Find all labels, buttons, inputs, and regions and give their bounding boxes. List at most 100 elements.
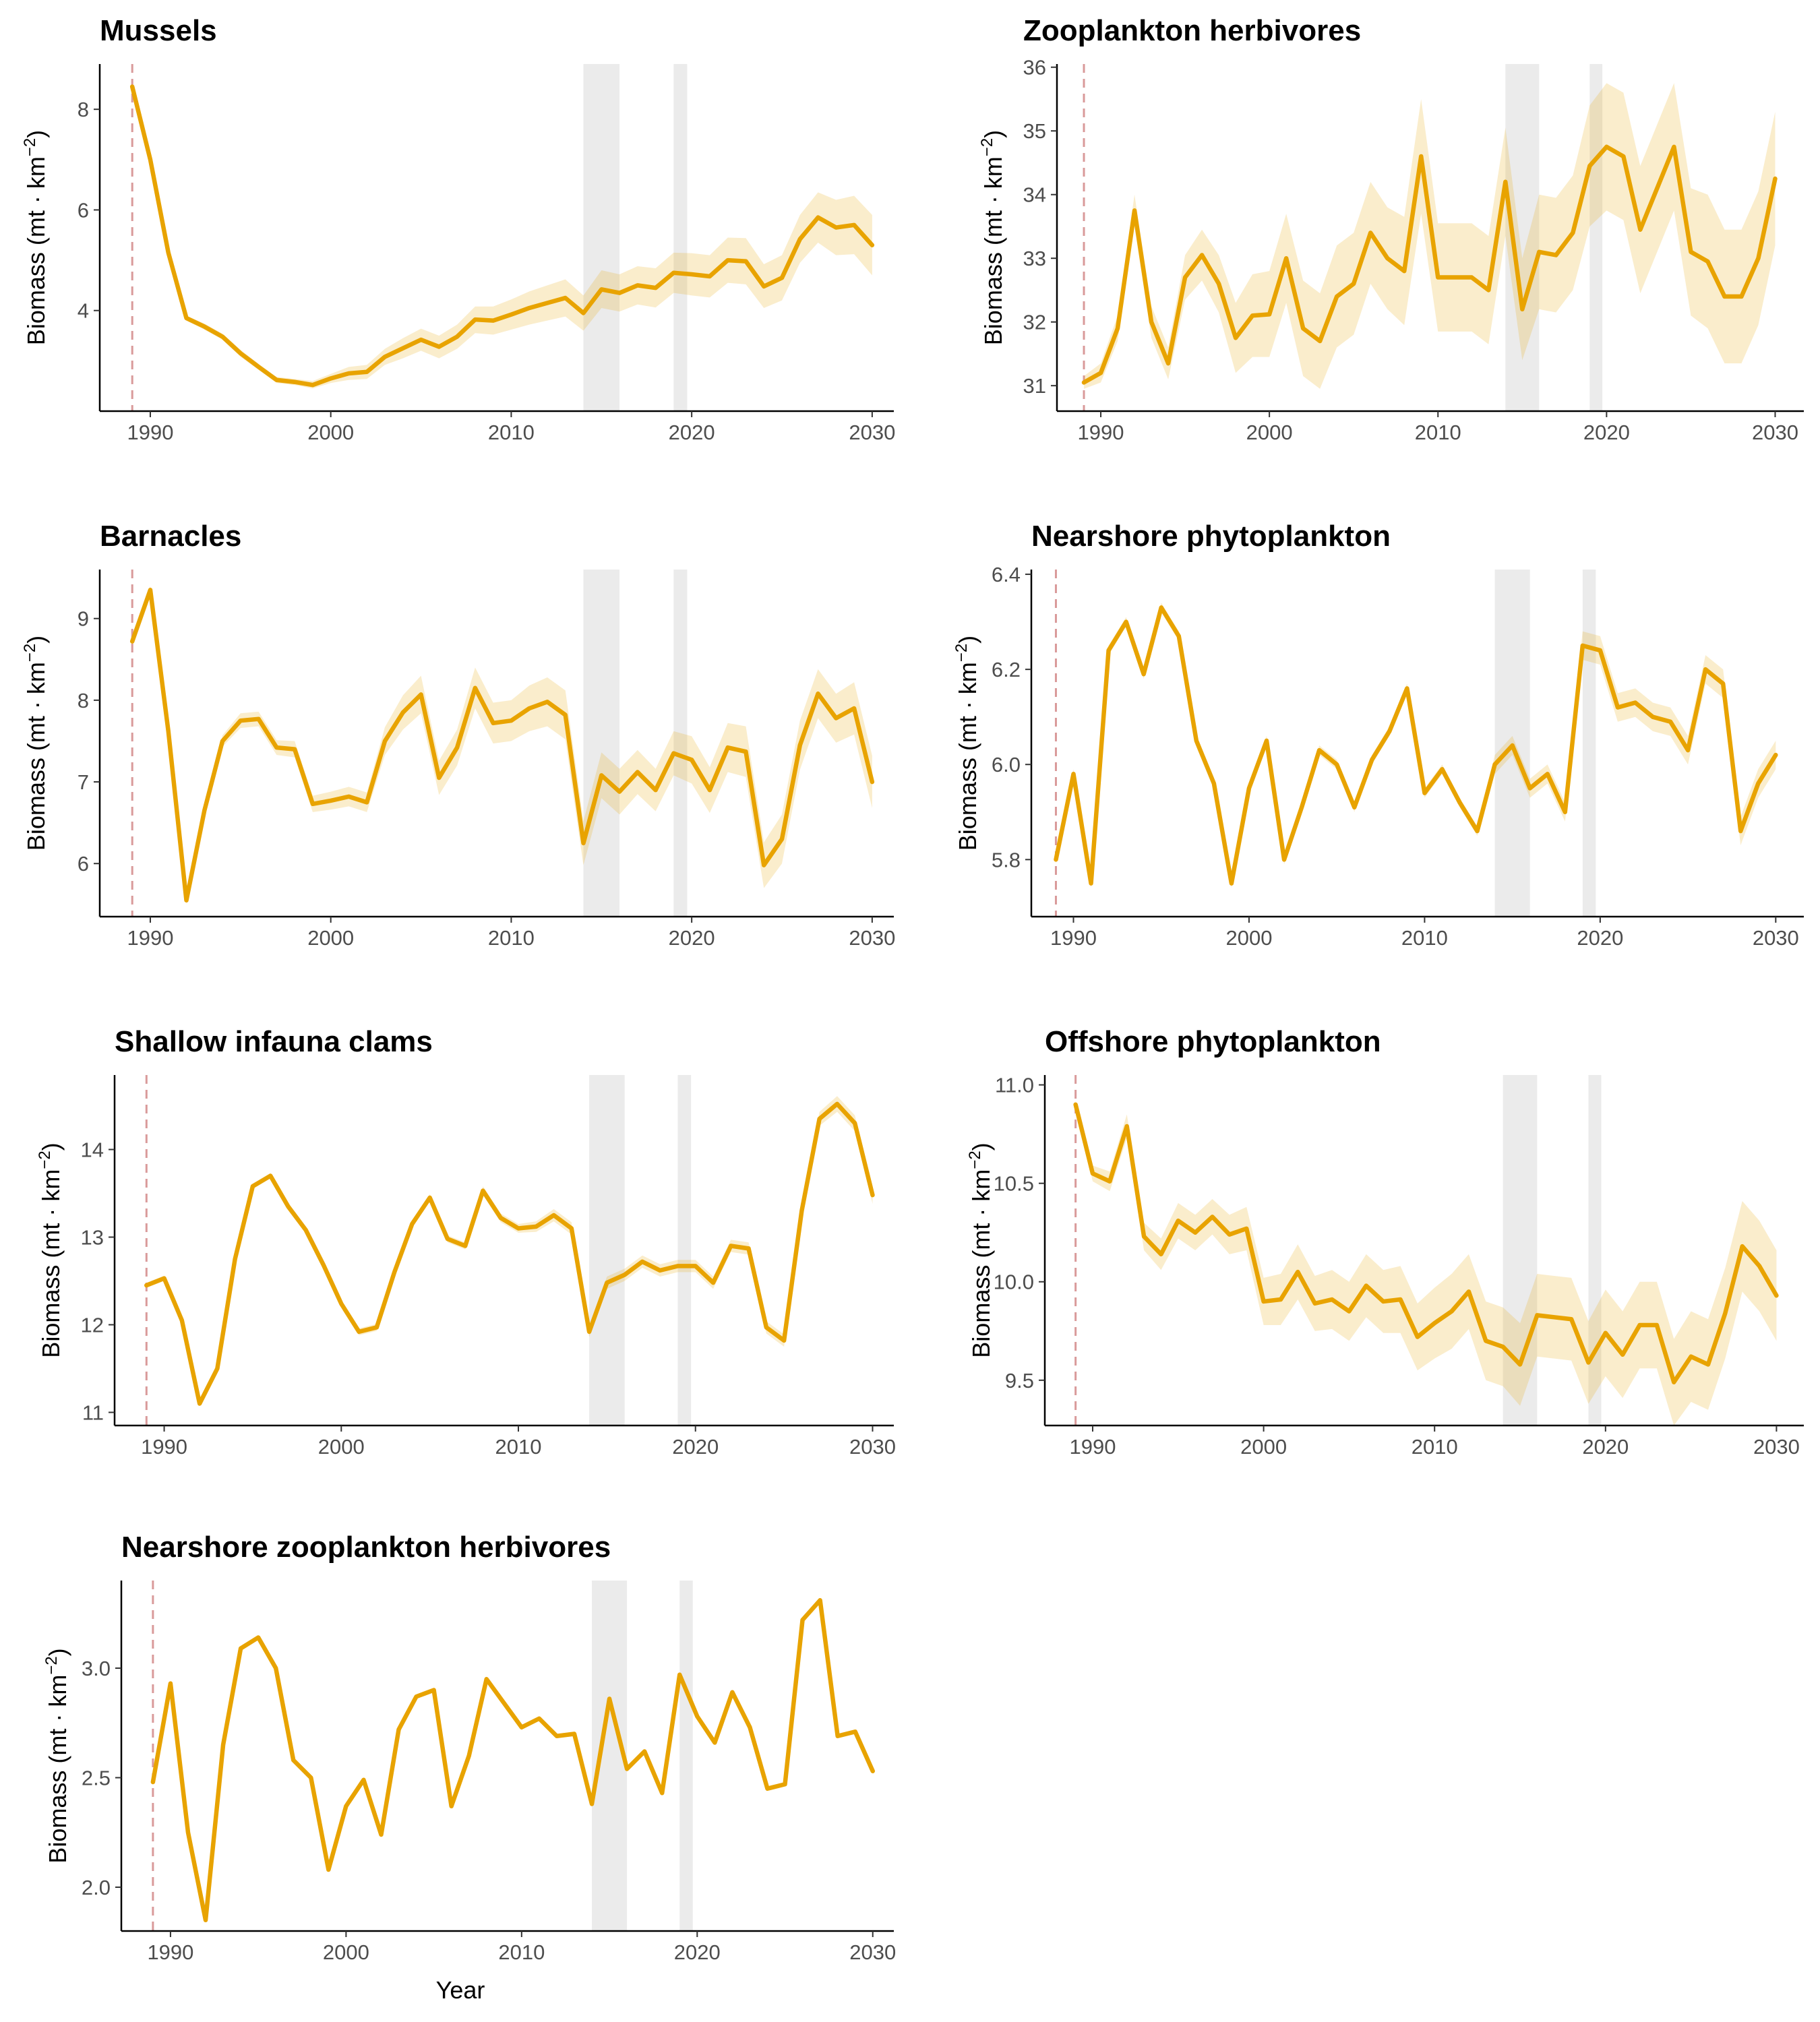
y-tick-label: 3.0 <box>82 1657 111 1680</box>
y-tick-label: 12 <box>81 1314 104 1337</box>
y-tick-label: 7 <box>78 770 89 794</box>
panel-title: Offshore phytoplankton <box>1045 1025 1381 1058</box>
x-tick-label: 2030 <box>849 1940 896 1964</box>
panel-title: Shallow infauna clams <box>115 1025 433 1058</box>
y-tick-label: 6.0 <box>992 753 1021 776</box>
series-line <box>1081 144 1778 385</box>
y-axis-title-close: ) <box>979 130 1007 138</box>
y-axis-title-exponent: −2 <box>21 644 39 662</box>
x-tick-label: 2010 <box>495 1435 542 1459</box>
x-tick-label: 2020 <box>672 1435 719 1459</box>
y-tick-label: 9.5 <box>1005 1369 1034 1392</box>
x-tick-label: 1990 <box>127 421 173 444</box>
x-tick-label: 2030 <box>1753 1435 1800 1459</box>
shaded-period-2 <box>1588 1075 1602 1426</box>
x-tick-label: 2020 <box>1582 1435 1629 1459</box>
shaded-period-2 <box>1582 570 1596 917</box>
y-axis-title-main: Biomass (mt · km <box>954 662 981 851</box>
series-line <box>144 1101 875 1406</box>
x-tick-label: 1990 <box>1050 926 1097 950</box>
panel-7: 1990 2000 2010 2020 2030 2.0 2.5 3.0 Nearshore z… <box>42 1531 896 2004</box>
x-tick-label: 2020 <box>669 926 715 950</box>
x-tick-label: 2030 <box>849 1435 896 1459</box>
y-axis-title: Biomass (mt · km−2) <box>966 1142 995 1357</box>
y-axis-title-main: Biomass (mt · km <box>22 156 50 345</box>
panel-title: Nearshore zooplankton herbivores <box>121 1531 611 1564</box>
x-tick-label: 2000 <box>1240 1435 1287 1459</box>
x-tick-label: 2000 <box>323 1940 369 1964</box>
y-tick-label: 10.5 <box>994 1172 1034 1196</box>
x-tick-label: 2020 <box>669 421 715 444</box>
panel-3: 1990 2000 2010 2020 2030 6 7 8 9 Barnacles Biomass… <box>21 520 895 950</box>
x-tick-label: 2010 <box>1401 926 1448 950</box>
y-axis-title-main: Biomass (mt · km <box>979 156 1007 345</box>
y-axis-title-main: Biomass (mt · km <box>22 662 50 851</box>
y-axis-title: Biomass (mt · km−2) <box>21 130 50 345</box>
x-tick-label: 2020 <box>1577 926 1623 950</box>
confidence-band <box>146 1096 873 1407</box>
series-line <box>129 588 875 903</box>
x-tick-label: 2000 <box>1246 421 1293 444</box>
y-tick-label: 14 <box>81 1138 104 1162</box>
y-axis-title-exponent: −2 <box>21 138 39 156</box>
shaded-period-1 <box>589 1075 625 1426</box>
y-axis-title-close: ) <box>967 1142 995 1151</box>
y-tick-label: 8 <box>78 98 89 121</box>
y-tick-label: 8 <box>78 689 89 712</box>
y-axis-title-exponent: −2 <box>952 644 971 662</box>
y-axis-title: Biomass (mt · km−2) <box>21 636 50 851</box>
y-axis-title-exponent: −2 <box>36 1151 54 1169</box>
y-axis-title-exponent: −2 <box>42 1656 61 1674</box>
confidence-band <box>132 84 872 389</box>
y-axis-title-close: ) <box>37 1142 65 1151</box>
x-tick-label: 1990 <box>1078 421 1124 444</box>
x-tick-label: 2030 <box>849 421 895 444</box>
y-tick-label: 4 <box>78 299 89 323</box>
y-tick-label: 34 <box>1023 183 1046 207</box>
shaded-period-1 <box>583 64 620 411</box>
y-tick-label: 10.0 <box>994 1270 1034 1294</box>
x-axis-title: Year <box>436 1976 485 2004</box>
x-tick-label: 2020 <box>1583 421 1630 444</box>
x-tick-label: 2010 <box>1415 421 1461 444</box>
y-tick-label: 36 <box>1023 56 1046 80</box>
x-tick-label: 2030 <box>1752 421 1798 444</box>
confidence-band <box>152 1598 873 1922</box>
shaded-period-1 <box>1494 570 1530 917</box>
y-tick-label: 33 <box>1023 247 1046 270</box>
y-tick-label: 9 <box>78 607 89 631</box>
y-axis-title-main: Biomass (mt · km <box>967 1169 995 1358</box>
y-tick-label: 6.2 <box>992 658 1021 681</box>
y-tick-label: 13 <box>81 1226 104 1250</box>
y-tick-label: 32 <box>1023 311 1046 334</box>
y-tick-label: 35 <box>1023 119 1046 143</box>
y-axis-title-close: ) <box>22 130 50 138</box>
y-axis-title-close: ) <box>22 636 50 644</box>
x-tick-label: 2030 <box>1753 926 1799 950</box>
panel-title: Nearshore phytoplankton <box>1031 520 1391 553</box>
panel-4: 1990 2000 2010 2020 2030 5.8 6.0 6.2 6.4 Nearshor… <box>952 520 1804 950</box>
panel-title: Mussels <box>100 14 217 47</box>
shaded-period-2 <box>677 1075 692 1426</box>
panel-2: 1990 2000 2010 2020 2030 31 32 33 34 35 36 Zooplank… <box>978 14 1804 444</box>
y-tick-label: 11.0 <box>995 1074 1034 1097</box>
y-axis-title-exponent: −2 <box>966 1151 984 1169</box>
y-tick-label: 6 <box>78 852 89 876</box>
y-axis-title-exponent: −2 <box>978 138 996 156</box>
panel-title: Barnacles <box>100 520 241 553</box>
y-tick-label: 2.5 <box>82 1767 111 1790</box>
confidence-band <box>132 586 872 905</box>
x-tick-label: 2000 <box>307 421 354 444</box>
y-axis-title-close: ) <box>44 1648 71 1656</box>
y-tick-label: 5.8 <box>992 848 1021 871</box>
y-axis-title: Biomass (mt · km−2) <box>36 1142 65 1357</box>
panel-1: 1990 2000 2010 2020 2030 4 6 8 Mussels Biomass (m… <box>21 14 895 444</box>
y-axis-title-close: ) <box>954 636 981 644</box>
x-tick-label: 1990 <box>127 926 173 950</box>
confidence-band <box>1084 83 1776 389</box>
x-tick-label: 2010 <box>488 926 535 950</box>
x-tick-label: 2000 <box>318 1435 365 1459</box>
x-tick-label: 1990 <box>1070 1435 1116 1459</box>
x-tick-label: 2030 <box>849 926 895 950</box>
shaded-period-2 <box>673 64 688 411</box>
